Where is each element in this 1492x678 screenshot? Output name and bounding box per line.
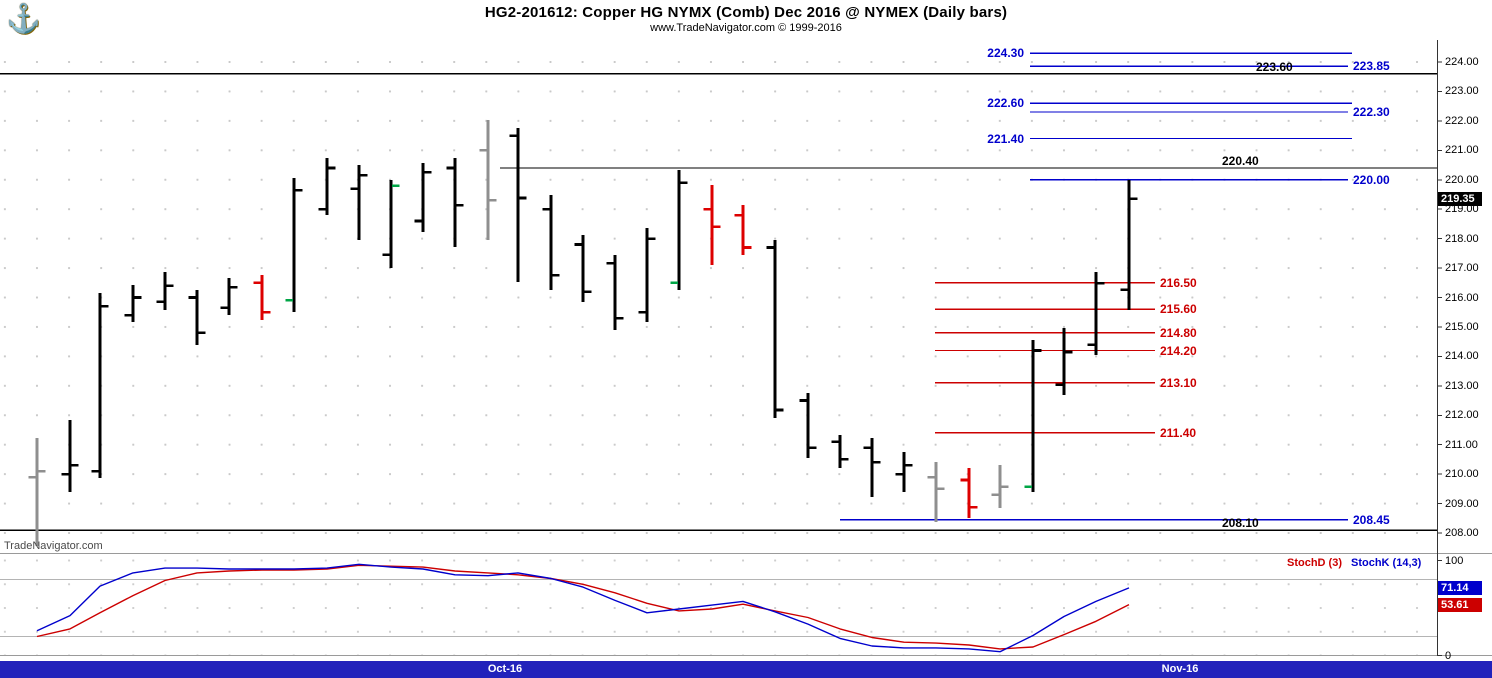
chart-subtitle: www.TradeNavigator.com © 1999-2016 <box>650 22 842 34</box>
timeline-label-nov: Nov-16 <box>1161 663 1199 675</box>
stochd-legend-label: StochD (3) <box>1287 557 1342 569</box>
stoch-axis-label: 0 <box>1445 649 1452 662</box>
price-axis-label: 223.00 <box>1445 85 1479 98</box>
last-price-badge: 219.35 <box>1438 191 1482 206</box>
stochk-legend-label: StochK (14,3) <box>1351 557 1422 569</box>
tradenavigator-logo-icon: ⚓ <box>6 3 41 34</box>
price-axis-label: 221.00 <box>1445 144 1479 157</box>
price-axis-label: 213.00 <box>1445 379 1479 392</box>
price-chart-canvas[interactable] <box>0 40 1437 554</box>
price-axis-label: 217.00 <box>1445 262 1479 275</box>
price-axis-label: 222.00 <box>1445 114 1479 127</box>
price-axis-label: 219.00 <box>1445 203 1479 216</box>
stochastic-panel-canvas[interactable] <box>0 554 1437 656</box>
stochd-badge: 53.61 <box>1438 597 1482 612</box>
price-axis[interactable]: 224.00 223.00 222.00 221.00 220.00 219.00 218.… <box>1439 0 1492 678</box>
price-axis-label: 212.00 <box>1445 409 1479 422</box>
stochk-badge: 71.14 <box>1438 580 1482 595</box>
timeline-bar[interactable]: Oct-16 Nov-16 <box>0 661 1492 678</box>
price-axis-label: 215.00 <box>1445 320 1479 333</box>
timeline-label-oct: Oct-16 <box>487 663 523 675</box>
watermark: TradeNavigator.com <box>4 540 103 552</box>
stoch-axis-label: 100 <box>1445 554 1464 567</box>
price-axis-label: 210.00 <box>1445 468 1479 481</box>
price-axis-label: 220.00 <box>1445 173 1479 186</box>
price-axis-label: 224.00 <box>1445 56 1479 68</box>
price-axis-label: 209.00 <box>1445 497 1479 510</box>
price-axis-label: 211.00 <box>1445 438 1478 451</box>
price-axis-label: 218.00 <box>1445 232 1479 245</box>
price-axis-label: 216.00 <box>1445 291 1479 304</box>
price-axis-label: 208.00 <box>1445 527 1479 539</box>
price-axis-label: 214.00 <box>1445 350 1479 363</box>
chart-header: ⚓ HG2-201612: Copper HG NYMX (Comb) Dec … <box>0 0 1492 34</box>
chart-title: HG2-201612: Copper HG NYMX (Comb) Dec 20… <box>484 4 1008 21</box>
